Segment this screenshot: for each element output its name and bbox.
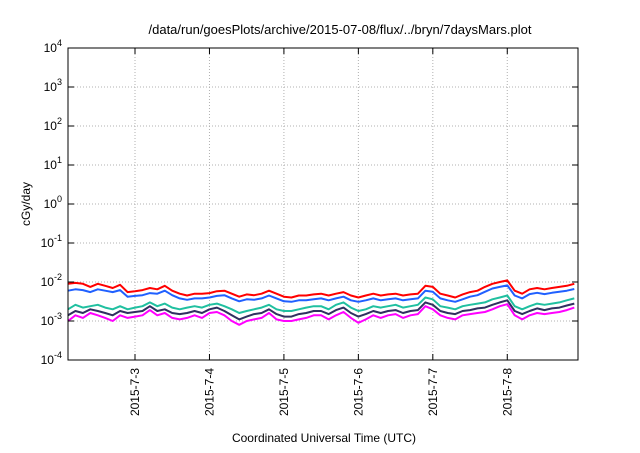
data-series	[67, 279, 575, 326]
x-tick-label: 2015-7-7	[426, 368, 440, 416]
y-tick-label: 101	[44, 155, 62, 172]
y-tick-label: 10-1	[41, 233, 62, 250]
x-tick-label: 2015-7-4	[202, 368, 216, 416]
y-tick-label: 100	[44, 194, 62, 211]
x-axis-label: Coordinated Universal Time (UTC)	[232, 431, 416, 445]
series-line-3	[67, 294, 575, 314]
grid-lines	[68, 48, 578, 360]
chart-title: /data/run/goesPlots/archive/2015-07-08/f…	[149, 22, 532, 37]
y-tick-label: 104	[44, 38, 62, 55]
x-tick-label: 2015-7-5	[277, 368, 291, 416]
y-axis-ticks: 10-4 10-3 10-2 10-1 100 101 102 103 104	[41, 38, 578, 367]
y-tick-label: 102	[44, 116, 62, 133]
series-line-4	[67, 299, 575, 321]
y-tick-label: 10-2	[41, 272, 62, 289]
series-line-5	[67, 303, 575, 326]
y-tick-label: 10-3	[41, 311, 62, 328]
series-line-2	[67, 284, 575, 303]
x-tick-label: 2015-7-8	[500, 368, 514, 416]
y-axis-label: cGy/day	[19, 182, 33, 226]
x-axis-ticks: 2015-7-3 2015-7-4 2015-7-5 2015-7-6 2015-7-7…	[128, 48, 514, 416]
series-line-1	[67, 279, 575, 299]
x-tick-label: 2015-7-3	[128, 368, 142, 416]
y-tick-label: 103	[44, 77, 62, 94]
y-tick-label: 10-4	[41, 350, 62, 367]
x-tick-label: 2015-7-6	[351, 368, 365, 416]
